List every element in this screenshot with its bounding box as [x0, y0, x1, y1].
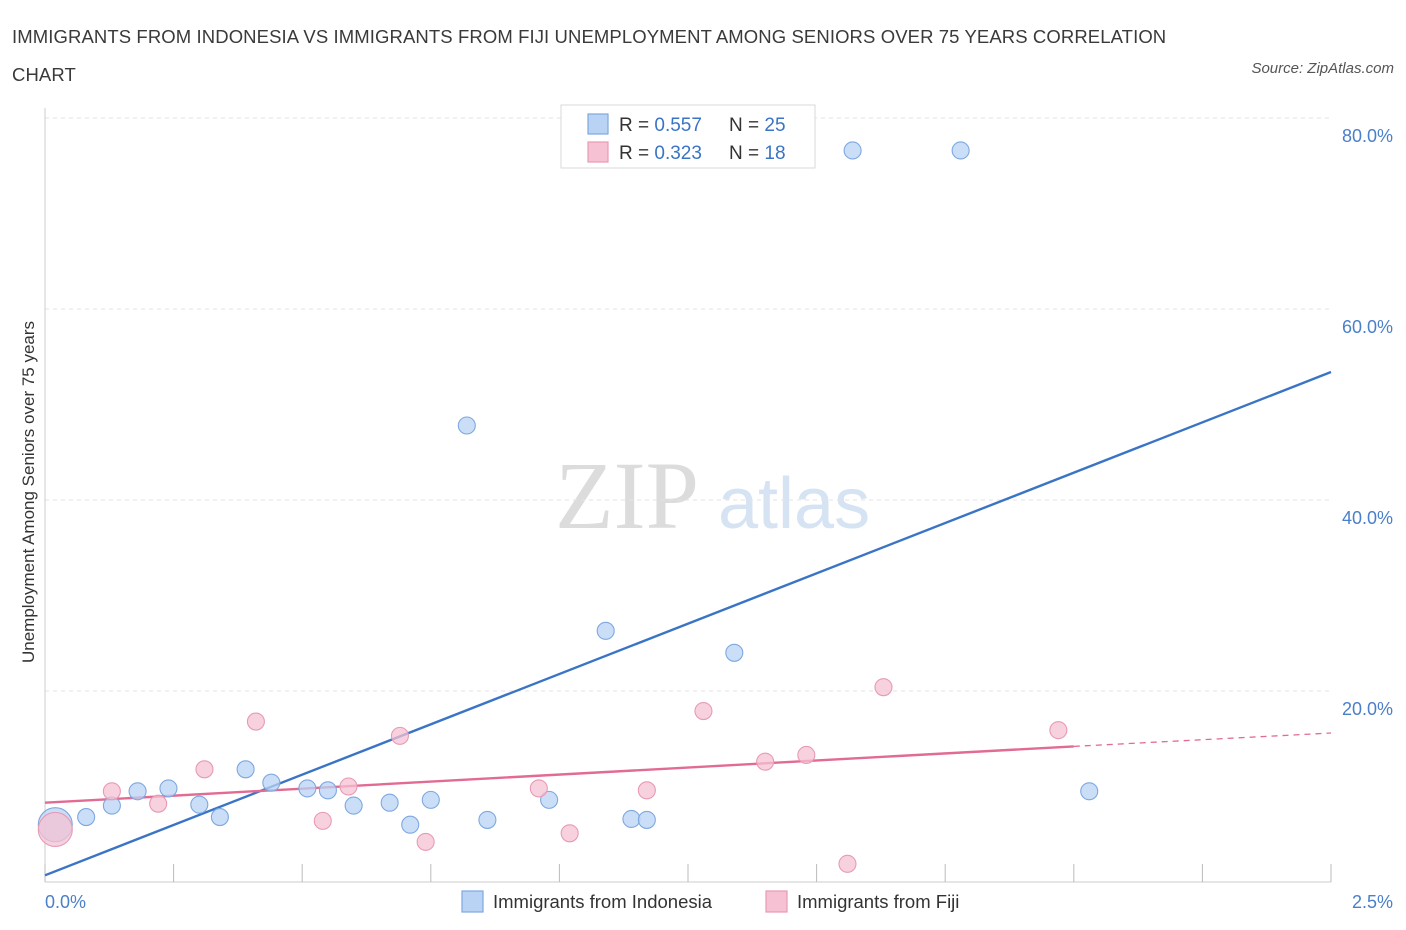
point-indonesia [478, 810, 497, 829]
data-points [37, 141, 1099, 873]
point-indonesia [540, 790, 559, 809]
bottom-legend-label-fiji: Immigrants from Fiji [797, 891, 959, 912]
point-indonesia [210, 808, 229, 827]
point-fiji [390, 726, 409, 745]
point-fiji [195, 760, 214, 779]
trend-line-fiji [44, 745, 1074, 804]
bottom-legend-swatch-fiji [765, 890, 788, 913]
point-indonesia [637, 810, 656, 829]
point-indonesia [298, 779, 317, 798]
point-fiji [874, 678, 893, 697]
point-indonesia [318, 781, 337, 800]
point-fiji [756, 752, 775, 771]
legend-swatch-indonesia [587, 113, 609, 135]
point-fiji [694, 702, 713, 721]
legend-r-value-indonesia: 0.557 [654, 115, 702, 136]
point-indonesia [380, 793, 399, 812]
trend-line-dashed-fiji [1073, 732, 1332, 748]
y-tick-label: 80.0% [1342, 126, 1393, 146]
point-indonesia [1080, 782, 1099, 801]
point-indonesia [401, 815, 420, 834]
point-indonesia [159, 779, 178, 798]
legend-n-value-indonesia: 25 [764, 115, 785, 136]
point-fiji [416, 832, 435, 851]
y-tick-label: 40.0% [1342, 508, 1393, 528]
point-fiji [529, 779, 548, 798]
point-fiji [838, 854, 857, 873]
legend-n-label: N = 18 [729, 143, 786, 164]
point-indonesia [421, 790, 440, 809]
bottom-legend: Immigrants from Indonesia Immigrants fro… [461, 890, 959, 913]
y-tick-label: 60.0% [1342, 317, 1393, 337]
bottom-legend-swatch-indonesia [461, 890, 484, 913]
point-fiji [102, 782, 121, 801]
x-tick-label: 0.0% [45, 892, 86, 912]
point-indonesia [843, 141, 862, 160]
tick-labels: 20.0% 40.0% 60.0% 80.0% 0.0% 2.5% [45, 126, 1393, 912]
point-fiji [637, 781, 656, 800]
point-fiji [560, 824, 579, 843]
point-indonesia [951, 141, 970, 160]
legend-r-label: R = 0.557 [619, 115, 702, 136]
point-indonesia [236, 760, 255, 779]
y-axis-label: Unemployment Among Seniors over 75 years [19, 321, 38, 663]
axes [44, 108, 1332, 883]
point-fiji [313, 811, 332, 830]
point-indonesia [596, 621, 615, 640]
point-fiji [246, 712, 265, 731]
legend-r-value-fiji: 0.323 [654, 143, 702, 164]
trend-lines [44, 370, 1332, 877]
source-credit: Source: ZipAtlas.com [1251, 60, 1394, 77]
point-indonesia [262, 773, 281, 792]
watermark-zip: ZIP [555, 442, 699, 549]
point-fiji [1049, 721, 1068, 740]
point-fiji [339, 777, 358, 796]
legend-r-label: R = 0.323 [619, 143, 702, 164]
point-indonesia [77, 808, 96, 827]
y-tick-label: 20.0% [1342, 699, 1393, 719]
legend-n-value-fiji: 18 [764, 143, 785, 164]
point-indonesia [190, 795, 209, 814]
top-legend: R = 0.557 N = 25 R = 0.323 N = 18 [560, 104, 816, 169]
point-fiji [149, 794, 168, 813]
point-fiji [797, 745, 816, 765]
point-indonesia [457, 416, 476, 435]
point-indonesia [344, 796, 363, 815]
point-indonesia [622, 809, 641, 829]
watermark-atlas: atlas [718, 464, 870, 544]
grid-lines [45, 117, 1331, 692]
point-indonesia [128, 782, 147, 801]
legend-n-label: N = 25 [729, 115, 786, 136]
chart-title: IMMIGRANTS FROM INDONESIA VS IMMIGRANTS … [12, 26, 1167, 85]
point-indonesia [725, 643, 744, 662]
x-tick-label: 2.5% [1352, 892, 1393, 912]
bottom-legend-label-indonesia: Immigrants from Indonesia [493, 891, 713, 912]
point-fiji [37, 811, 73, 848]
legend-swatch-fiji [587, 141, 609, 163]
